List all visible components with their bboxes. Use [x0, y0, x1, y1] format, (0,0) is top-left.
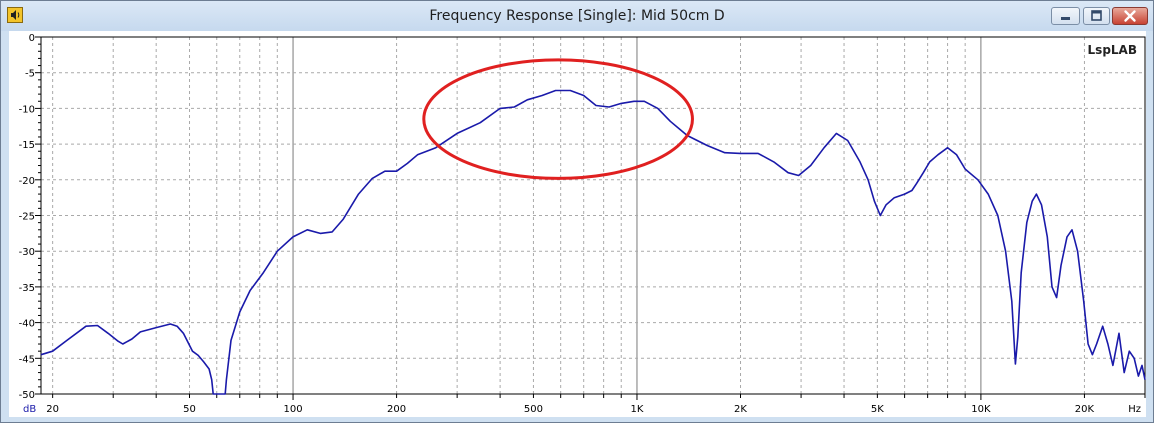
x-axis-labels: 20 50 100 200 500 1K 2K 5K 10K 20K [46, 404, 1094, 415]
x-tick-label: 20K [1075, 404, 1095, 415]
window-title: Frequency Response [Single]: Mid 50cm D [429, 8, 725, 24]
x-tick-label: 50 [183, 404, 196, 415]
x-tick-label: 10K [971, 404, 991, 415]
axis-ticks [35, 36, 1146, 400]
x-tick-label: 2K [734, 404, 747, 415]
title-bar[interactable]: Frequency Response [Single]: Mid 50cm D [1, 1, 1153, 31]
x-tick-label: 200 [387, 404, 406, 415]
frequency-response-chart: LspLAB 0 -5 -10 -15 -20 -25 -30 -35 -40 -45 -50 20… [1, 31, 1153, 422]
x-tick-label: 100 [283, 404, 302, 415]
y-tick-label: -5 [25, 69, 35, 80]
y-unit-label: dB [23, 404, 36, 415]
highlight-ellipse [422, 58, 694, 180]
close-icon [1124, 10, 1136, 22]
x-unit-label: Hz [1128, 404, 1141, 415]
x-tick-label: 20 [46, 404, 59, 415]
annotation-layer [422, 58, 694, 180]
minimize-button[interactable] [1051, 7, 1080, 25]
close-button[interactable] [1112, 7, 1148, 25]
y-tick-label: -20 [19, 176, 35, 187]
y-tick-label: -30 [19, 247, 35, 258]
response-curve [40, 89, 1146, 395]
maximize-button[interactable] [1083, 7, 1110, 25]
minimize-icon [1061, 17, 1070, 20]
watermark-label: LspLAB [1088, 43, 1137, 57]
maximize-icon [1091, 10, 1102, 21]
y-tick-label: -15 [19, 140, 35, 151]
grid-lines [41, 37, 1146, 394]
y-tick-label: 0 [29, 33, 35, 44]
y-tick-label: -25 [19, 212, 35, 223]
y-tick-label: -40 [19, 319, 35, 330]
y-tick-label: -45 [19, 354, 35, 365]
speaker-icon [7, 7, 23, 23]
y-tick-label: -35 [19, 283, 35, 294]
y-tick-label: -50 [19, 390, 35, 401]
x-tick-label: 1K [631, 404, 644, 415]
x-tick-label: 5K [871, 404, 884, 415]
response-curve-layer [40, 89, 1146, 395]
y-axis-labels: 0 -5 -10 -15 -20 -25 -30 -35 -40 -45 -50 [19, 33, 35, 401]
plot-area [40, 36, 1146, 395]
x-tick-label: 500 [524, 404, 543, 415]
y-tick-label: -10 [19, 104, 35, 115]
